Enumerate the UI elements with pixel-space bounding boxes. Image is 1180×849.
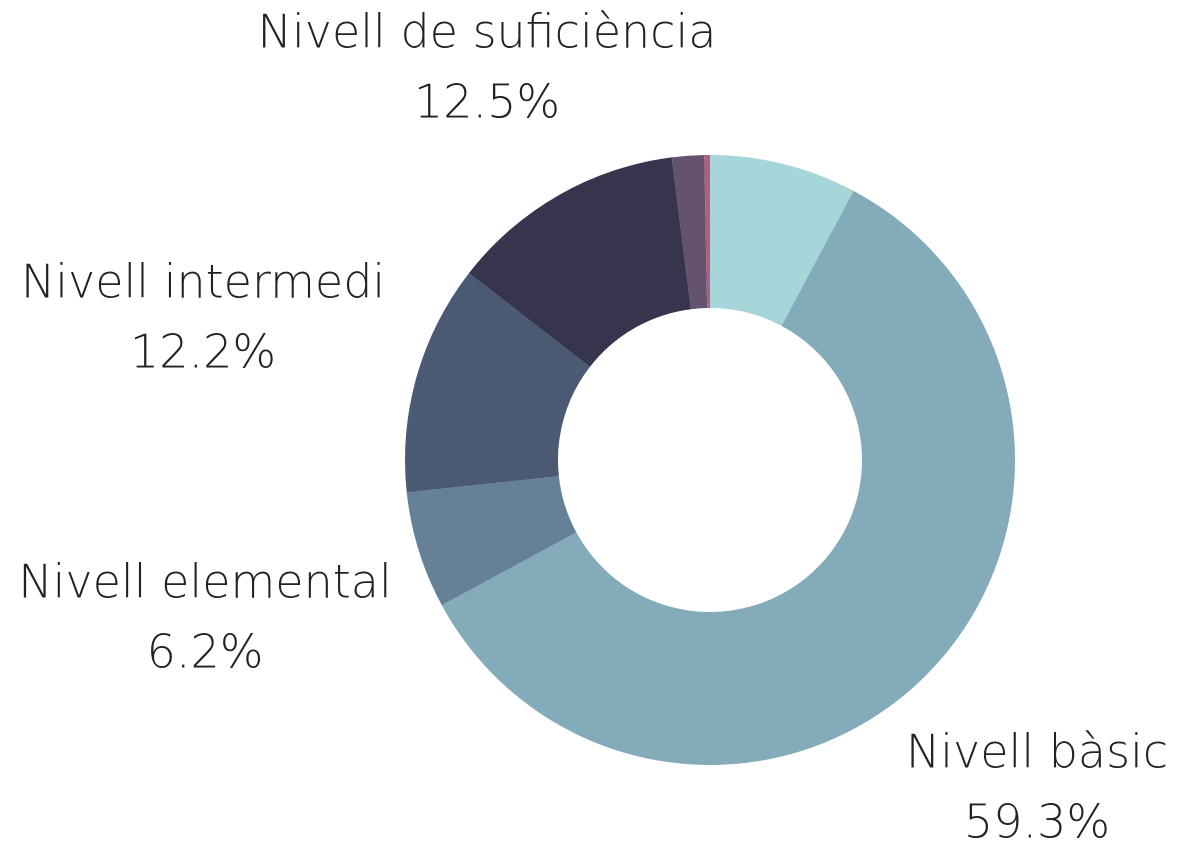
slice-label: Nivell elemental — [18, 555, 392, 609]
slice — [469, 157, 691, 367]
slice-value-label: 6.2% — [147, 625, 264, 679]
slice-value-label: 12.5% — [414, 75, 560, 129]
slice — [710, 155, 854, 326]
slice-label: Nivell de suficiència — [258, 5, 717, 59]
slice-value-label: 12.2% — [130, 325, 276, 379]
slice-label: Nivell bàsic — [906, 725, 1168, 779]
slice — [441, 190, 1016, 765]
slice — [404, 273, 590, 493]
slice — [406, 476, 577, 606]
slice — [704, 155, 710, 309]
slice — [671, 155, 708, 310]
slice-label: Nivell intermedi — [21, 255, 385, 309]
slice-value-label: 59.3% — [964, 795, 1110, 849]
